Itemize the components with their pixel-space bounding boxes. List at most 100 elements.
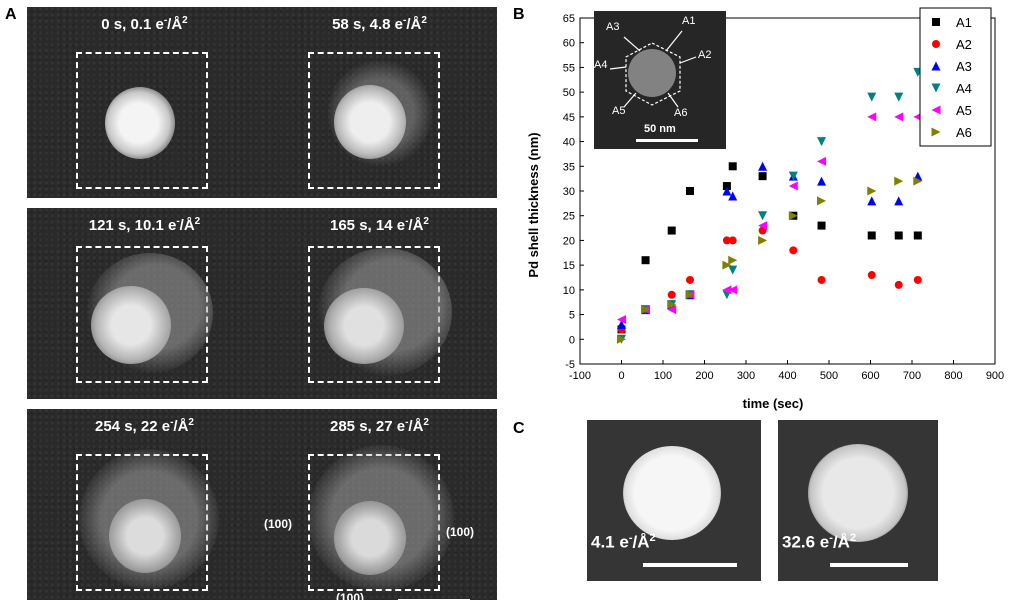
nanoparticle bbox=[808, 444, 908, 542]
frame-5: 254 s, 22 e-/Å2 bbox=[27, 409, 262, 600]
x-tick-label: 400 bbox=[778, 370, 796, 382]
roi-box bbox=[308, 52, 440, 189]
inset-label-a4: A4 bbox=[594, 59, 608, 71]
data-point-a2 bbox=[667, 290, 676, 299]
data-point-a1 bbox=[728, 162, 737, 171]
scale-bar bbox=[398, 599, 470, 600]
x-tick-label: 700 bbox=[903, 370, 921, 382]
frame-2-label: 58 s, 4.8 e-/Å2 bbox=[332, 15, 427, 33]
data-point-a1 bbox=[667, 226, 676, 235]
legend-marker-a1 bbox=[932, 18, 940, 26]
data-point-a5 bbox=[667, 305, 677, 315]
inset-image: A1 A2 A3 A4 A5 A6 50 nm bbox=[594, 11, 726, 149]
inset-scale-bar bbox=[636, 139, 698, 142]
legend-marker-a3 bbox=[931, 61, 941, 71]
scale-bar bbox=[830, 563, 908, 567]
y-tick-label: 40 bbox=[563, 137, 575, 149]
y-tick-label: 50 bbox=[563, 87, 575, 99]
y-tick-label: 10 bbox=[563, 285, 575, 297]
data-point-a2 bbox=[722, 236, 731, 245]
panel-c-frame-2: 32.6 e-/Å2 bbox=[778, 420, 938, 581]
inset-scale-label: 50 nm bbox=[644, 123, 676, 135]
facet-label-bottom: (100) bbox=[336, 591, 365, 600]
y-tick-label: 20 bbox=[563, 235, 575, 247]
chart-axes: -100 0 100 200 300 400 500 600 700 800 900 -5 0 5 10 15… bbox=[563, 13, 1004, 382]
legend-marker-a5 bbox=[931, 105, 941, 115]
x-tick-label: 900 bbox=[986, 370, 1004, 382]
panel-c-label-1: 4.1 e-/Å2 bbox=[591, 532, 656, 552]
data-point-a5 bbox=[894, 112, 904, 122]
y-tick-label: 35 bbox=[563, 161, 575, 173]
x-tick-label: -100 bbox=[569, 370, 591, 382]
data-point-a5 bbox=[722, 285, 732, 295]
data-point-a1 bbox=[758, 172, 767, 181]
legend-marker-a6 bbox=[931, 127, 941, 137]
thickness-chart: -100 0 100 200 300 400 500 600 700 800 900 -5 0 5 10 15… bbox=[526, 7, 1004, 411]
data-point-a4 bbox=[728, 265, 738, 275]
inset-label-a1: A1 bbox=[682, 15, 696, 27]
nanoparticle bbox=[623, 446, 721, 540]
nanoparticle bbox=[334, 501, 406, 575]
scale-bar bbox=[643, 563, 737, 567]
data-point-a1 bbox=[817, 221, 826, 230]
data-point-a1 bbox=[867, 231, 876, 240]
roi-box bbox=[76, 52, 208, 189]
data-point-a5 bbox=[788, 181, 798, 191]
legend-label-a5: A5 bbox=[956, 103, 972, 118]
data-point-a5 bbox=[758, 221, 768, 231]
frame-3-label: 121 s, 10.1 e-/Å2 bbox=[88, 216, 201, 234]
panel-c-letter: C bbox=[513, 420, 525, 437]
data-point-a2 bbox=[685, 275, 694, 284]
y-tick-label: 45 bbox=[563, 112, 575, 124]
y-tick-label: 30 bbox=[563, 186, 575, 198]
panel-b-letter: B bbox=[513, 6, 525, 23]
data-point-a1 bbox=[641, 256, 650, 265]
data-point-a4 bbox=[758, 211, 768, 221]
legend-label-a1: A1 bbox=[956, 15, 972, 30]
data-point-a6 bbox=[894, 176, 904, 186]
data-point-a3 bbox=[758, 161, 768, 171]
data-point-a1 bbox=[685, 187, 694, 195]
nanoparticle bbox=[91, 286, 171, 364]
data-point-a6 bbox=[617, 334, 626, 344]
data-point-a3 bbox=[722, 186, 732, 196]
x-tick-label: 200 bbox=[695, 370, 713, 382]
legend: A1 A2 A3 A4 A5 A6 bbox=[919, 7, 992, 147]
data-point-a1 bbox=[913, 231, 922, 240]
data-point-a6 bbox=[817, 196, 827, 206]
legend-label-a3: A3 bbox=[956, 59, 972, 74]
nanoparticle bbox=[334, 85, 406, 159]
data-point-a2 bbox=[728, 236, 737, 245]
y-tick-label: 5 bbox=[569, 310, 575, 322]
frame-1: 0 s, 0.1 e-/Å2 bbox=[27, 7, 262, 198]
legend-label-a6: A6 bbox=[956, 125, 972, 140]
nanoparticle bbox=[109, 499, 181, 573]
legend-marker-a4 bbox=[931, 83, 941, 93]
y-tick-label: 60 bbox=[563, 38, 575, 50]
data-point-a5 bbox=[817, 156, 827, 166]
x-tick-label: 100 bbox=[654, 370, 672, 382]
data-point-a4 bbox=[788, 171, 798, 181]
data-point-a6 bbox=[667, 300, 677, 310]
data-point-a5 bbox=[617, 315, 626, 325]
y-tick-label: 25 bbox=[563, 211, 575, 223]
data-point-a6 bbox=[728, 255, 738, 265]
data-point-a3 bbox=[728, 191, 738, 201]
data-point-a2 bbox=[789, 246, 798, 255]
inset-label-a2: A2 bbox=[698, 49, 712, 61]
inset-label-a5: A5 bbox=[612, 105, 626, 117]
nanoparticle bbox=[105, 87, 175, 159]
x-tick-label: 800 bbox=[944, 370, 962, 382]
y-tick-label: 0 bbox=[569, 334, 575, 346]
frame-1-label: 0 s, 0.1 e-/Å2 bbox=[101, 15, 188, 33]
y-tick-label: -5 bbox=[565, 359, 575, 371]
inset-label-a3: A3 bbox=[606, 21, 620, 33]
data-point-a4 bbox=[817, 137, 827, 147]
data-point-a6 bbox=[685, 290, 695, 300]
frame-3: 121 s, 10.1 e-/Å2 bbox=[27, 208, 262, 399]
legend-label-a4: A4 bbox=[956, 81, 972, 96]
data-point-a2 bbox=[867, 271, 876, 280]
data-point-a6 bbox=[758, 235, 768, 245]
data-point-a6 bbox=[788, 211, 798, 221]
panel-c-frame-1: 4.1 e-/Å2 bbox=[587, 420, 761, 581]
